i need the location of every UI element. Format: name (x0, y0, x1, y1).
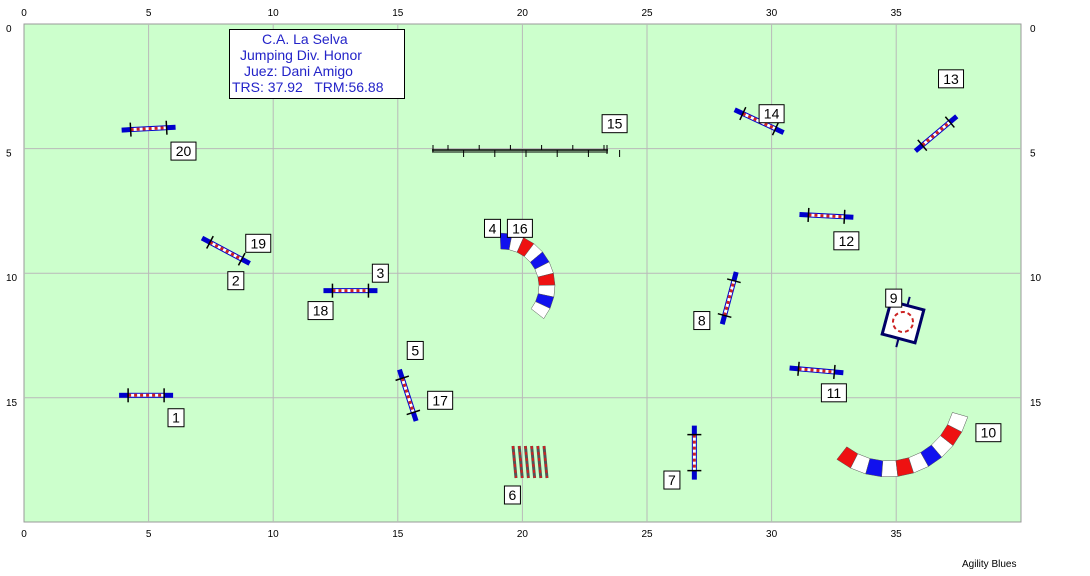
course-category: Jumping Div. Honor (240, 47, 362, 63)
x-tick-top: 20 (517, 8, 529, 19)
jump-7 (687, 425, 702, 480)
x-tick-top: 0 (21, 8, 27, 19)
label-text: 3 (376, 265, 384, 281)
y-tick-right: 0 (1030, 24, 1036, 35)
y-tick-right: 5 (1030, 149, 1036, 160)
brand-label: Agility Blues (962, 559, 1017, 570)
jump-12 (799, 207, 854, 224)
label-text: 8 (698, 313, 706, 329)
y-tick-left: 10 (6, 273, 18, 284)
label-4: 4 (483, 218, 501, 238)
label-text: 20 (176, 143, 192, 159)
x-tick-top: 30 (766, 8, 778, 19)
label-text: 18 (313, 303, 329, 319)
label-text: 7 (668, 472, 676, 488)
label-11: 11 (820, 383, 847, 403)
jump-obstacles (119, 106, 959, 480)
label-20: 20 (170, 141, 197, 161)
jump-20 (121, 120, 176, 137)
grid-lines (24, 24, 1021, 522)
jump-5 (395, 368, 421, 422)
label-text: 9 (890, 290, 898, 306)
label-text: 11 (827, 385, 842, 401)
jump-8 (717, 271, 741, 325)
x-tick-bottom: 15 (392, 529, 404, 540)
x-tick-top: 15 (392, 8, 404, 19)
label-18: 18 (307, 301, 334, 321)
y-tick-right: 15 (1030, 398, 1042, 409)
label-2: 2 (227, 271, 245, 291)
label-8: 8 (693, 311, 711, 331)
obstacle-15-table (432, 145, 621, 157)
x-tick-top: 10 (268, 8, 280, 19)
label-9: 9 (885, 288, 903, 308)
label-17: 17 (427, 390, 454, 410)
label-12: 12 (833, 231, 860, 251)
x-tick-top: 5 (146, 8, 152, 19)
label-1: 1 (167, 408, 185, 428)
label-text: 5 (411, 342, 419, 358)
course-times: TRS: 37.92 TRM:56.88 (232, 79, 384, 95)
label-text: 13 (943, 71, 959, 87)
judge-name: Juez: Dani Amigo (244, 63, 353, 79)
y-tick-left: 5 (6, 149, 12, 160)
x-tick-bottom: 35 (891, 529, 903, 540)
x-tick-bottom: 0 (21, 529, 27, 540)
label-text: 19 (250, 235, 266, 251)
x-tick-bottom: 30 (766, 529, 778, 540)
x-tick-bottom: 20 (517, 529, 529, 540)
y-tick-left: 0 (6, 24, 12, 35)
label-15: 15 (601, 114, 628, 134)
label-7: 7 (663, 470, 681, 490)
course-info-box: C.A. La Selva Jumping Div. Honor Juez: D… (229, 29, 405, 99)
label-13: 13 (938, 69, 965, 89)
obstacle-6-weave (511, 445, 549, 479)
jump-1 (119, 388, 174, 403)
label-text: 14 (764, 106, 780, 122)
label-text: 16 (512, 220, 528, 236)
obstacle-9-tire (880, 296, 926, 348)
jump-11 (789, 361, 844, 379)
jump-3 (323, 283, 378, 298)
x-tick-bottom: 5 (146, 529, 152, 540)
label-text: 1 (172, 410, 180, 426)
label-16: 16 (506, 218, 533, 238)
y-tick-right: 10 (1030, 273, 1042, 284)
club-name: C.A. La Selva (262, 31, 348, 47)
label-text: 6 (509, 487, 517, 503)
label-3: 3 (371, 263, 389, 283)
label-text: 10 (981, 425, 997, 441)
label-text: 17 (432, 392, 448, 408)
label-14: 14 (758, 104, 785, 124)
label-text: 4 (489, 220, 497, 236)
jump-13 (913, 114, 959, 153)
x-tick-top: 35 (891, 8, 903, 19)
tunnel-10 (836, 412, 969, 478)
label-text: 12 (839, 233, 855, 249)
x-tick-bottom: 25 (641, 529, 653, 540)
x-tick-bottom: 10 (268, 529, 280, 540)
jump-2 (200, 235, 251, 266)
x-tick-top: 25 (641, 8, 653, 19)
label-text: 2 (232, 273, 240, 289)
label-6: 6 (503, 485, 521, 505)
label-10: 10 (975, 423, 1002, 443)
label-19: 19 (245, 233, 272, 253)
label-5: 5 (406, 340, 424, 360)
y-tick-left: 15 (6, 398, 18, 409)
label-text: 15 (607, 116, 623, 132)
